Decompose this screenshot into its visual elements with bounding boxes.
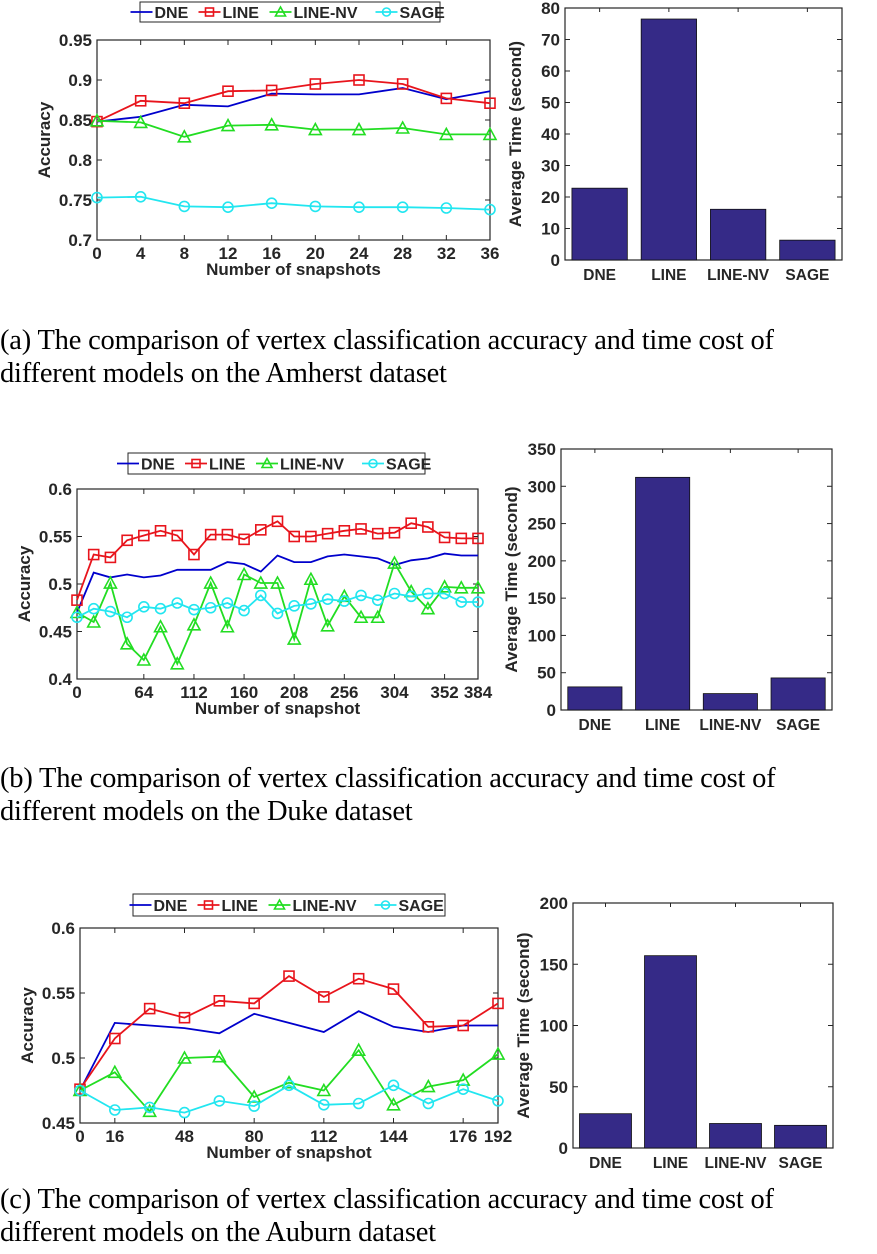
caption-b: (b) The comparison of vertex classificat… <box>0 762 877 828</box>
caption-a-line2: different models on the Amherst dataset <box>0 358 447 389</box>
caption-c-line1: (c) The comparison of vertex classificat… <box>0 1184 774 1215</box>
caption-c-line2: different models on the Auburn dataset <box>0 1217 436 1248</box>
figure-panel-a: (a) The comparison of vertex classificat… <box>0 0 877 440</box>
caption-a-line1: (a) The comparison of vertex classificat… <box>0 325 774 356</box>
caption-a: (a) The comparison of vertex classificat… <box>0 324 877 390</box>
caption-b-line1: (b) The comparison of vertex classificat… <box>0 763 776 794</box>
caption-c: (c) The comparison of vertex classificat… <box>0 1183 877 1249</box>
figure-panel-b: (b) The comparison of vertex classificat… <box>0 762 877 828</box>
caption-b-line2: different models on the Duke dataset <box>0 796 413 827</box>
bar-chart-auburn <box>0 0 877 1175</box>
